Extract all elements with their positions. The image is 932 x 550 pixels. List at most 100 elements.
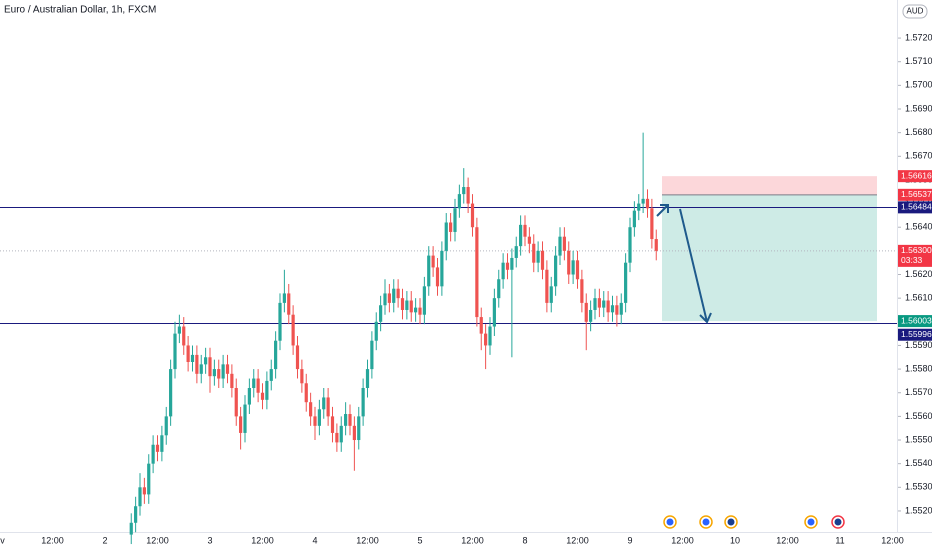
- last-price-badge: [898, 244, 932, 267]
- candle-body: [645, 198, 650, 209]
- candle-body: [134, 506, 138, 523]
- candle-body: [409, 300, 413, 313]
- candle-body: [567, 250, 571, 275]
- candle-body: [449, 222, 453, 232]
- candle-body: [225, 364, 230, 374]
- target-badge-label: 1.56003: [901, 315, 932, 325]
- candle-body: [295, 345, 300, 370]
- candle-body: [536, 250, 540, 263]
- y-tick-label: 1.55800: [905, 363, 932, 373]
- candle-body: [344, 414, 348, 426]
- candle-body: [632, 210, 636, 228]
- candle-body: [177, 326, 181, 334]
- candle-body: [247, 388, 251, 405]
- candle-body: [208, 357, 212, 377]
- candle-body: [405, 300, 409, 310]
- candle-body: [182, 326, 186, 346]
- y-tick-label: 1.55900: [905, 340, 932, 350]
- candle-body: [444, 222, 448, 251]
- candle-body: [239, 416, 243, 433]
- candle-body: [138, 487, 142, 507]
- y-tick-label: 1.55400: [905, 458, 932, 468]
- candle-body: [164, 416, 168, 436]
- candle-body: [615, 305, 619, 315]
- x-tick-label: 12:00: [776, 535, 799, 545]
- candle-body: [370, 340, 374, 370]
- y-tick-label: 1.56800: [905, 127, 932, 137]
- candle-body: [230, 373, 234, 389]
- candle-body: [610, 305, 615, 313]
- candle-body: [606, 300, 610, 313]
- candle-body: [519, 224, 523, 247]
- currency-badge[interactable]: [902, 4, 928, 19]
- candle-body: [217, 369, 221, 379]
- candle-body: [190, 354, 195, 362]
- candle-body: [602, 300, 606, 308]
- x-tick-label: 2: [102, 535, 107, 545]
- arrow-up: [656, 204, 669, 217]
- candle-body: [540, 250, 545, 270]
- event-icon-core: [834, 518, 842, 526]
- candle-body: [352, 425, 356, 441]
- candle-body: [256, 378, 260, 393]
- candle-body: [335, 432, 339, 443]
- candle-body: [392, 288, 396, 303]
- y-tick-label: 1.56700: [905, 151, 932, 161]
- candle-body: [160, 435, 164, 452]
- candle-body: [414, 307, 418, 313]
- last-price-badge-countdown: 03:33: [901, 255, 923, 265]
- candle-body: [221, 364, 225, 379]
- x-tick-label: 12:00: [461, 535, 484, 545]
- candle-body: [545, 269, 549, 303]
- candle-body: [339, 425, 343, 443]
- candle-body: [195, 354, 199, 374]
- x-tick-label: 12:00: [146, 535, 169, 545]
- candle-body: [580, 279, 584, 303]
- candle-body: [309, 402, 313, 417]
- candle-body: [584, 302, 588, 322]
- candle-body: [624, 262, 628, 303]
- candle-body: [199, 364, 203, 374]
- y-tick-label: 1.56900: [905, 103, 932, 113]
- y-tick-label: 1.55600: [905, 411, 932, 421]
- candle-body: [260, 392, 265, 400]
- last-price-badge-label: 1.56300: [901, 245, 932, 255]
- level-badge: [898, 328, 932, 341]
- candle-body: [252, 378, 256, 389]
- y-tick-label: 1.55300: [905, 482, 932, 492]
- x-tick-label: ov: [0, 535, 5, 545]
- candle-body: [365, 369, 370, 389]
- candle-body: [435, 267, 440, 287]
- candle-body: [287, 293, 291, 315]
- candle-body: [466, 187, 470, 204]
- x-tick-label: 12:00: [251, 535, 274, 545]
- candle-body: [654, 239, 658, 251]
- candle-body: [501, 262, 505, 280]
- candle-body: [422, 286, 426, 315]
- candle-body: [387, 293, 391, 303]
- y-tick-label: 1.55700: [905, 387, 932, 397]
- event-icons: [663, 515, 845, 529]
- candle-body: [348, 414, 352, 426]
- candle-body: [326, 397, 330, 417]
- target-badge: [898, 315, 932, 328]
- x-tick-label: 5: [417, 535, 422, 545]
- x-tick-label: 10: [730, 535, 740, 545]
- candle-body: [497, 279, 501, 299]
- event-icon-core: [702, 518, 710, 526]
- candle-body: [554, 255, 558, 287]
- candle-body: [440, 250, 444, 287]
- stop-zone: [662, 176, 877, 195]
- candle-body: [374, 321, 378, 341]
- candle-body: [169, 369, 173, 417]
- candle-body: [479, 317, 483, 334]
- level-badge-label: 1.55996: [901, 329, 932, 339]
- event-icon-core: [807, 518, 815, 526]
- candle-body: [383, 293, 387, 306]
- entry-badge-label: 1.56537: [901, 189, 932, 199]
- event-icon-core: [666, 518, 674, 526]
- arrow-down: [679, 208, 712, 324]
- candle-body: [357, 416, 361, 441]
